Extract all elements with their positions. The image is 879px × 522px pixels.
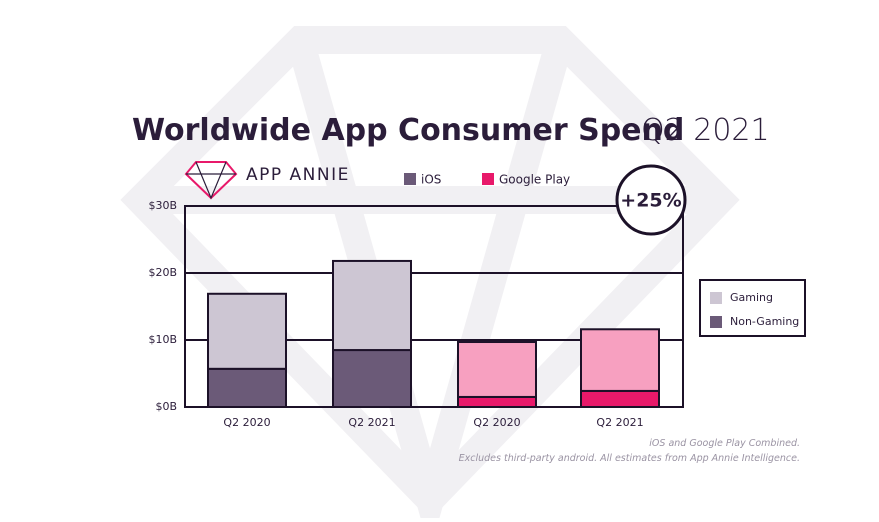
bar-segment [207,292,287,370]
y-tick-label: $10B [148,333,177,346]
bar-segment [332,259,412,352]
bar-segment [457,341,537,398]
y-tick-label: $20B [148,266,177,279]
bar-segment [580,389,660,409]
legend-label: iOS [421,173,441,187]
y-tick-label: $30B [148,199,177,212]
x-tick-label: Q2 2021 [348,416,395,429]
bar-segment [580,328,660,392]
bar-segment [457,395,537,409]
x-tick-label: Q2 2021 [596,416,643,429]
x-tick-label: Q2 2020 [473,416,520,429]
footnote: iOS and Google Play Combined. [649,438,800,449]
x-tick-label: Q2 2020 [223,416,270,429]
growth-label: +25% [620,190,681,212]
watermark [120,26,740,522]
legend-swatch [710,292,722,304]
brand-name: APP ANNIE [246,165,350,185]
bar-segment [207,367,287,408]
legend-label: Google Play [499,173,570,187]
legend-swatch [404,173,416,185]
legend-label: Non-Gaming [730,315,799,328]
growth-badge [615,164,687,236]
legend-label: Gaming [730,291,773,304]
bar-segment [332,349,412,408]
footnote: Excludes third-party android. All estima… [459,453,800,464]
chart-title: Worldwide App Consumer Spend [132,113,684,148]
chart-subtitle: Q2 2021 [641,113,770,148]
legend-swatch [482,173,494,185]
y-tick-label: $0B [155,400,177,413]
brand-logo [184,161,238,200]
legend-swatch [710,316,722,328]
